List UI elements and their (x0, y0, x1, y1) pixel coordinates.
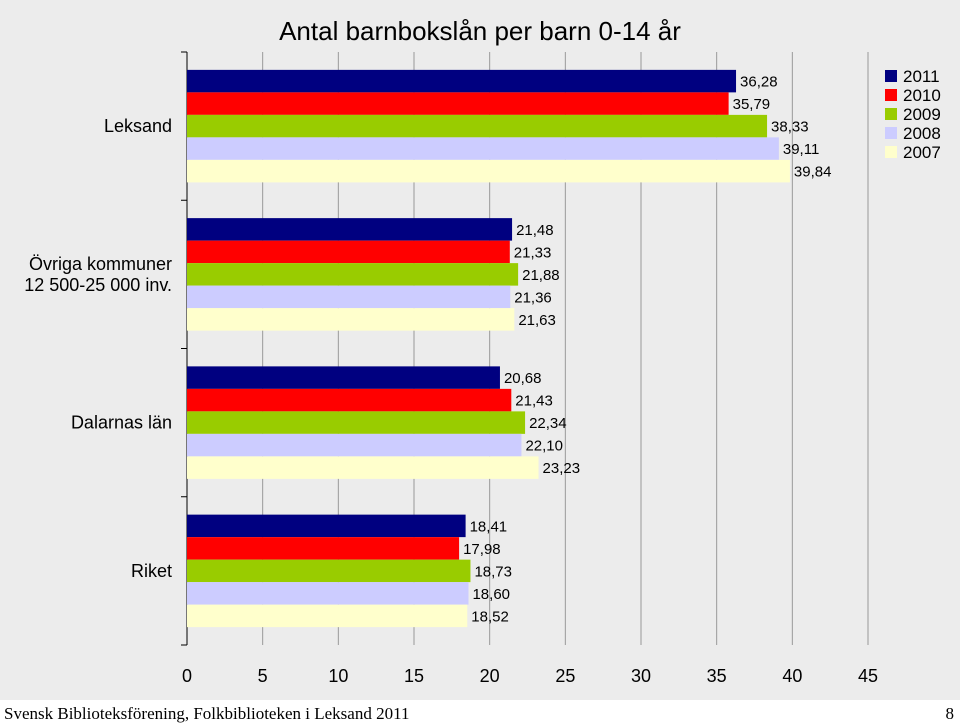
bar (187, 137, 779, 160)
x-tick-label: 40 (782, 666, 802, 686)
category-label: Dalarnas län (71, 413, 172, 433)
legend-label: 2008 (903, 124, 941, 143)
data-label: 18,52 (471, 608, 509, 625)
category-label: Leksand (104, 116, 172, 136)
legend-label: 2007 (903, 143, 941, 162)
footer-source: Svensk Biblioteksförening, Folkbibliotek… (4, 704, 410, 723)
bar (187, 69, 737, 93)
data-label: 18,60 (472, 586, 510, 603)
x-tick-label: 15 (404, 666, 424, 686)
x-tick-label: 45 (858, 666, 878, 686)
bar (187, 514, 466, 538)
bar (187, 114, 768, 138)
bar (187, 240, 510, 264)
data-label: 17,98 (463, 541, 501, 558)
data-label: 20,68 (504, 370, 542, 387)
category-label: 12 500-25 000 inv. (24, 275, 172, 295)
x-tick-label: 5 (258, 666, 268, 686)
chart-title: Antal barnbokslån per barn 0-14 år (279, 16, 681, 46)
bar-chart: Antal barnbokslån per barn 0-14 år 36,28 3… (24, 16, 941, 686)
legend-swatch (885, 89, 897, 101)
bar (187, 159, 790, 183)
bar (187, 411, 526, 434)
legend-swatch (885, 146, 897, 158)
data-label: 21,33 (514, 244, 552, 261)
data-label: 21,63 (518, 312, 556, 329)
bar (187, 308, 515, 331)
bar (187, 285, 511, 309)
bar (187, 604, 468, 628)
data-label: 22,34 (529, 415, 567, 432)
bar (187, 582, 469, 605)
bar (187, 433, 522, 457)
bar (187, 366, 500, 389)
data-label: 23,23 (543, 460, 581, 477)
legend-label: 2010 (903, 86, 941, 105)
data-label: 18,73 (474, 563, 512, 580)
data-label: 21,36 (514, 289, 552, 306)
bar (187, 263, 519, 286)
data-label: 35,79 (733, 96, 771, 113)
bar (187, 218, 513, 241)
data-label: 36,28 (740, 74, 778, 91)
category-label: Övriga kommuner (29, 254, 172, 274)
data-label: 39,84 (794, 164, 832, 181)
data-label: 38,33 (771, 119, 809, 136)
data-label: 21,88 (522, 267, 560, 284)
x-tick-label: 30 (631, 666, 651, 686)
page-number: 8 (945, 704, 955, 723)
x-tick-label: 0 (182, 666, 192, 686)
legend-swatch (885, 127, 897, 139)
legend-swatch (885, 108, 897, 120)
category-label: Riket (131, 561, 172, 581)
x-tick-label: 10 (328, 666, 348, 686)
data-label: 39,11 (783, 141, 819, 158)
data-label: 21,48 (516, 222, 554, 239)
bar (187, 92, 729, 115)
data-label: 18,41 (470, 518, 508, 535)
x-tick-label: 35 (707, 666, 727, 686)
x-tick-label: 20 (480, 666, 500, 686)
legend-label: 2011 (903, 67, 940, 86)
bar (187, 559, 471, 583)
x-tick-label: 25 (555, 666, 575, 686)
bar (187, 537, 460, 560)
legend-swatch (885, 70, 897, 82)
bar (187, 388, 512, 412)
data-label: 22,10 (525, 438, 563, 455)
legend-label: 2009 (903, 105, 941, 124)
data-label: 21,43 (515, 393, 553, 410)
bar (187, 456, 539, 479)
chart-area: Antal barnbokslån per barn 0-14 år 36,28 3… (0, 0, 960, 700)
